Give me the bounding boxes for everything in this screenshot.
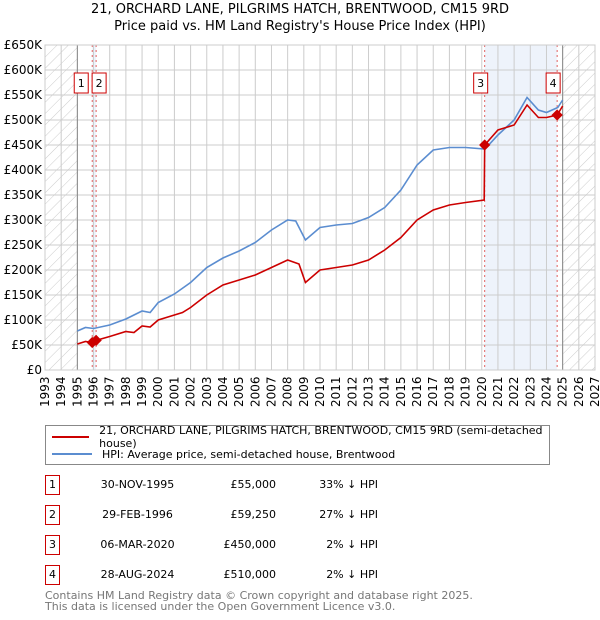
y-tick-label: £400K <box>4 163 44 177</box>
x-tick-label: 1993 <box>38 376 52 407</box>
sale-date: 28-AUG-2024 <box>100 568 175 581</box>
y-tick-label: £600K <box>4 63 44 77</box>
x-tick-label: 2021 <box>491 376 505 407</box>
table-row: 1 30-NOV-1995 £55,000 33% ↓ HPI <box>45 475 445 495</box>
x-tick-label: 1994 <box>54 376 68 407</box>
legend-property: 21, ORCHARD LANE, PILGRIMS HATCH, BRENTW… <box>99 424 543 450</box>
price-chart: 1993 1994 1995 1996 1997 1998 1999 2000 2001 2002… <box>4 38 600 407</box>
y-tick-label: £100K <box>4 313 44 327</box>
y-tick-label: £250K <box>4 238 44 252</box>
x-tick-label: 2025 <box>556 376 570 407</box>
sale-date: 06-MAR-2020 <box>100 538 175 551</box>
x-tick-label: 2001 <box>167 376 181 407</box>
x-tick-label: 2018 <box>442 376 456 407</box>
chart-subtitle: Price paid vs. HM Land Registry's House … <box>114 19 486 34</box>
hpi-line <box>77 96 564 332</box>
y-tick-label: £650K <box>4 38 44 52</box>
sale-number-badge: 4 <box>45 565 60 585</box>
sale-label-number: 2 <box>96 77 103 90</box>
x-tick-label: 2005 <box>232 376 246 407</box>
sale-date: 29-FEB-1996 <box>102 508 173 521</box>
property-line-swatch <box>52 436 90 438</box>
x-tick-label: 2023 <box>523 376 537 407</box>
y-tick-label: £550K <box>4 88 44 102</box>
y-tick-label: £350K <box>4 188 44 202</box>
y-tick-label: £450K <box>4 138 44 152</box>
shaded-period <box>484 45 558 370</box>
x-tick-label: 1995 <box>70 376 84 407</box>
legend-hpi: HPI: Average price, semi-detached house,… <box>102 447 396 461</box>
x-tick-label: 2024 <box>539 376 553 407</box>
table-row: 2 29-FEB-1996 £59,250 27% ↓ HPI <box>45 505 445 525</box>
x-tick-label: 2026 <box>572 376 586 407</box>
x-tick-label: 2027 <box>588 376 600 407</box>
x-tick-label: 2022 <box>507 376 521 407</box>
hpi-diff: 33% ↓ HPI <box>319 478 378 491</box>
sale-price: £55,000 <box>230 478 277 491</box>
y-tick-label: £500K <box>4 113 44 127</box>
sale-label-number: 1 <box>78 77 85 90</box>
x-tick-label: 2003 <box>200 376 214 407</box>
sale-price: £450,000 <box>223 538 277 551</box>
y-tick-label: £0 <box>27 363 42 377</box>
x-tick-label: 1999 <box>135 376 149 407</box>
footer-licence: This data is licensed under the Open Gov… <box>45 600 396 613</box>
hpi-line-swatch <box>52 453 92 455</box>
plot-border <box>44 44 596 371</box>
x-tick-label: 2012 <box>345 376 359 407</box>
sale-label-number: 4 <box>550 77 557 90</box>
sale-number-badge: 1 <box>45 475 60 495</box>
chart-title: 21, ORCHARD LANE, PILGRIMS HATCH, BRENTW… <box>90 2 510 17</box>
hpi-diff: 2% ↓ HPI <box>326 568 378 581</box>
x-tick-label: 2013 <box>362 376 376 407</box>
x-tick-label: 2020 <box>475 376 489 407</box>
table-row: 4 28-AUG-2024 £510,000 2% ↓ HPI <box>45 565 445 585</box>
sale-date: 30-NOV-1995 <box>100 478 175 491</box>
sale-label-box <box>545 72 561 94</box>
y-tick-label: £300K <box>4 213 44 227</box>
y-tick-label: £200K <box>4 263 44 277</box>
x-tick-label: 2011 <box>329 376 343 407</box>
sale-label-box <box>473 72 489 94</box>
y-tick-label: £50K <box>11 338 43 352</box>
x-tick-label: 2019 <box>459 376 473 407</box>
property-price-line <box>77 103 564 345</box>
sale-price: £59,250 <box>230 508 277 521</box>
x-tick-label: 2004 <box>216 376 230 407</box>
x-tick-label: 2017 <box>426 376 440 407</box>
x-tick-label: 2010 <box>313 376 327 407</box>
sale-label-box <box>73 72 89 94</box>
table-row: 3 06-MAR-2020 £450,000 2% ↓ HPI <box>45 535 445 555</box>
x-tick-label: 1998 <box>119 376 133 407</box>
shaded-period <box>92 45 97 370</box>
y-tick-label: £150K <box>4 288 44 302</box>
sale-number-badge: 3 <box>45 535 60 555</box>
x-tick-label: 1996 <box>87 376 101 407</box>
x-tick-label: 2000 <box>151 376 165 407</box>
sale-price: £510,000 <box>223 568 277 581</box>
legend: 21, ORCHARD LANE, PILGRIMS HATCH, BRENTW… <box>45 424 550 465</box>
x-tick-label: 2009 <box>297 376 311 407</box>
sale-label-number: 3 <box>477 77 484 90</box>
x-tick-label: 2016 <box>410 376 424 407</box>
x-tick-label: 2002 <box>184 376 198 407</box>
x-tick-label: 2007 <box>264 376 278 407</box>
x-tick-label: 2014 <box>378 376 392 407</box>
x-tick-label: 1997 <box>103 376 117 407</box>
x-tick-label: 2008 <box>281 376 295 407</box>
sale-label-box <box>91 72 107 94</box>
x-tick-label: 2015 <box>394 376 408 407</box>
hpi-diff: 27% ↓ HPI <box>319 508 378 521</box>
footer-copyright: Contains HM Land Registry data © Crown c… <box>45 589 473 602</box>
sale-point-marker <box>479 139 491 151</box>
x-tick-label: 2006 <box>248 376 262 407</box>
sale-number-badge: 2 <box>45 505 60 525</box>
hpi-diff: 2% ↓ HPI <box>326 538 378 551</box>
